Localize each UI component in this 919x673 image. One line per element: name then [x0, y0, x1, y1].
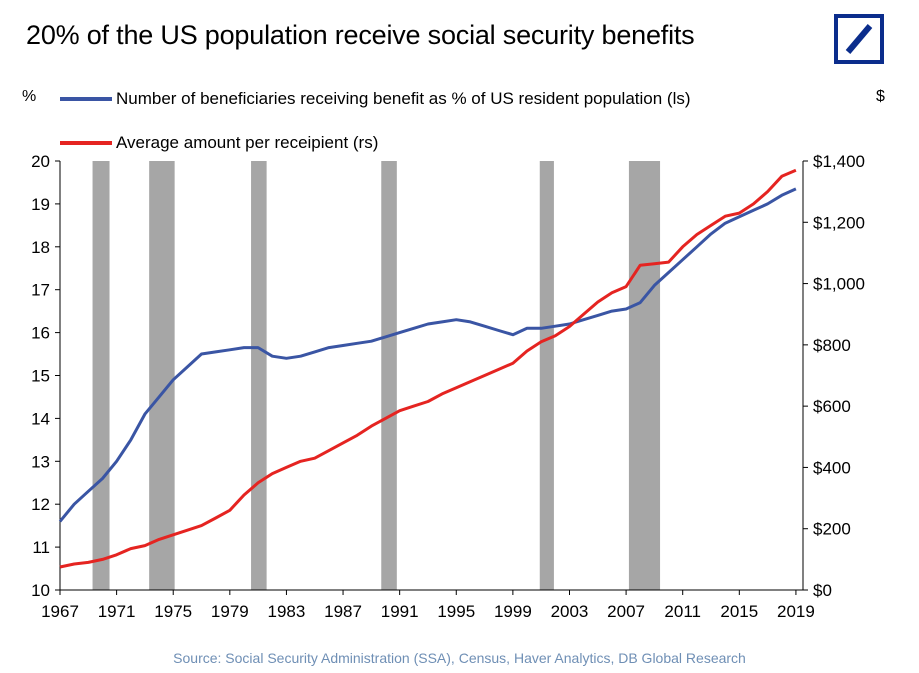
right-tick-label: $400 — [813, 458, 851, 477]
x-tick-label: 2003 — [551, 602, 589, 621]
left-axis-unit: % — [22, 88, 37, 105]
left-tick-label: 14 — [31, 409, 50, 428]
recession-bar-3 — [381, 161, 397, 590]
left-tick-label: 17 — [31, 281, 50, 300]
right-tick-label: $1,400 — [813, 152, 865, 171]
series-line-beneficiaries — [58, 187, 797, 523]
recession-bar-2 — [251, 161, 267, 590]
left-tick-label: 20 — [31, 152, 50, 171]
legend-label-beneficiaries: Number of beneficiaries receiving benefi… — [116, 89, 691, 108]
right-axis-unit: $ — [876, 88, 885, 105]
series-line-average-amount — [59, 168, 797, 569]
x-tick-label: 1987 — [324, 602, 362, 621]
right-tick-label: $1,200 — [813, 213, 865, 232]
left-tick-label: 10 — [31, 581, 50, 600]
x-tick-label: 1999 — [494, 602, 532, 621]
x-tick-label: 2007 — [607, 602, 645, 621]
left-tick-label: 11 — [32, 538, 50, 557]
recession-bar-0 — [92, 161, 110, 590]
right-tick-label: $0 — [813, 581, 832, 600]
legend-swatch-red — [60, 141, 112, 145]
legend-item-average-amount: Average amount per receipient (rs) — [60, 133, 378, 153]
x-tick-label: 2011 — [664, 602, 701, 621]
recession-bar-4 — [539, 161, 554, 590]
x-tick-label: 1983 — [268, 602, 306, 621]
recession-bar-5 — [628, 161, 661, 590]
right-tick-label: $200 — [813, 520, 851, 539]
x-tick-label: 2019 — [777, 602, 815, 621]
left-tick-label: 15 — [31, 367, 50, 386]
x-tick-label: 1975 — [154, 602, 192, 621]
source-note: Source: Social Security Administration (… — [173, 650, 746, 666]
recession-bar-1 — [149, 161, 175, 590]
left-tick-label: 13 — [31, 452, 50, 471]
right-tick-label: $1,000 — [813, 275, 865, 294]
left-tick-label: 16 — [31, 324, 50, 343]
x-tick-label: 1979 — [211, 602, 249, 621]
legend-item-beneficiaries: Number of beneficiaries receiving benefi… — [60, 89, 691, 109]
legend-swatch-blue — [60, 97, 112, 101]
left-tick-label: 19 — [31, 195, 50, 214]
legend-label-average-amount: Average amount per receipient (rs) — [116, 133, 379, 152]
x-tick-label: 2015 — [720, 602, 758, 621]
x-tick-label: 1991 — [381, 602, 419, 621]
x-tick-label: 1971 — [98, 602, 136, 621]
x-tick-label: 1967 — [41, 602, 79, 621]
left-tick-label: 12 — [31, 495, 50, 514]
right-tick-label: $600 — [813, 397, 851, 416]
x-tick-label: 1995 — [437, 602, 475, 621]
deutsche-bank-logo-icon — [834, 14, 884, 64]
left-tick-label: 18 — [31, 238, 50, 257]
chart-title: 20% of the US population receive social … — [26, 20, 695, 50]
right-tick-label: $800 — [813, 336, 851, 355]
